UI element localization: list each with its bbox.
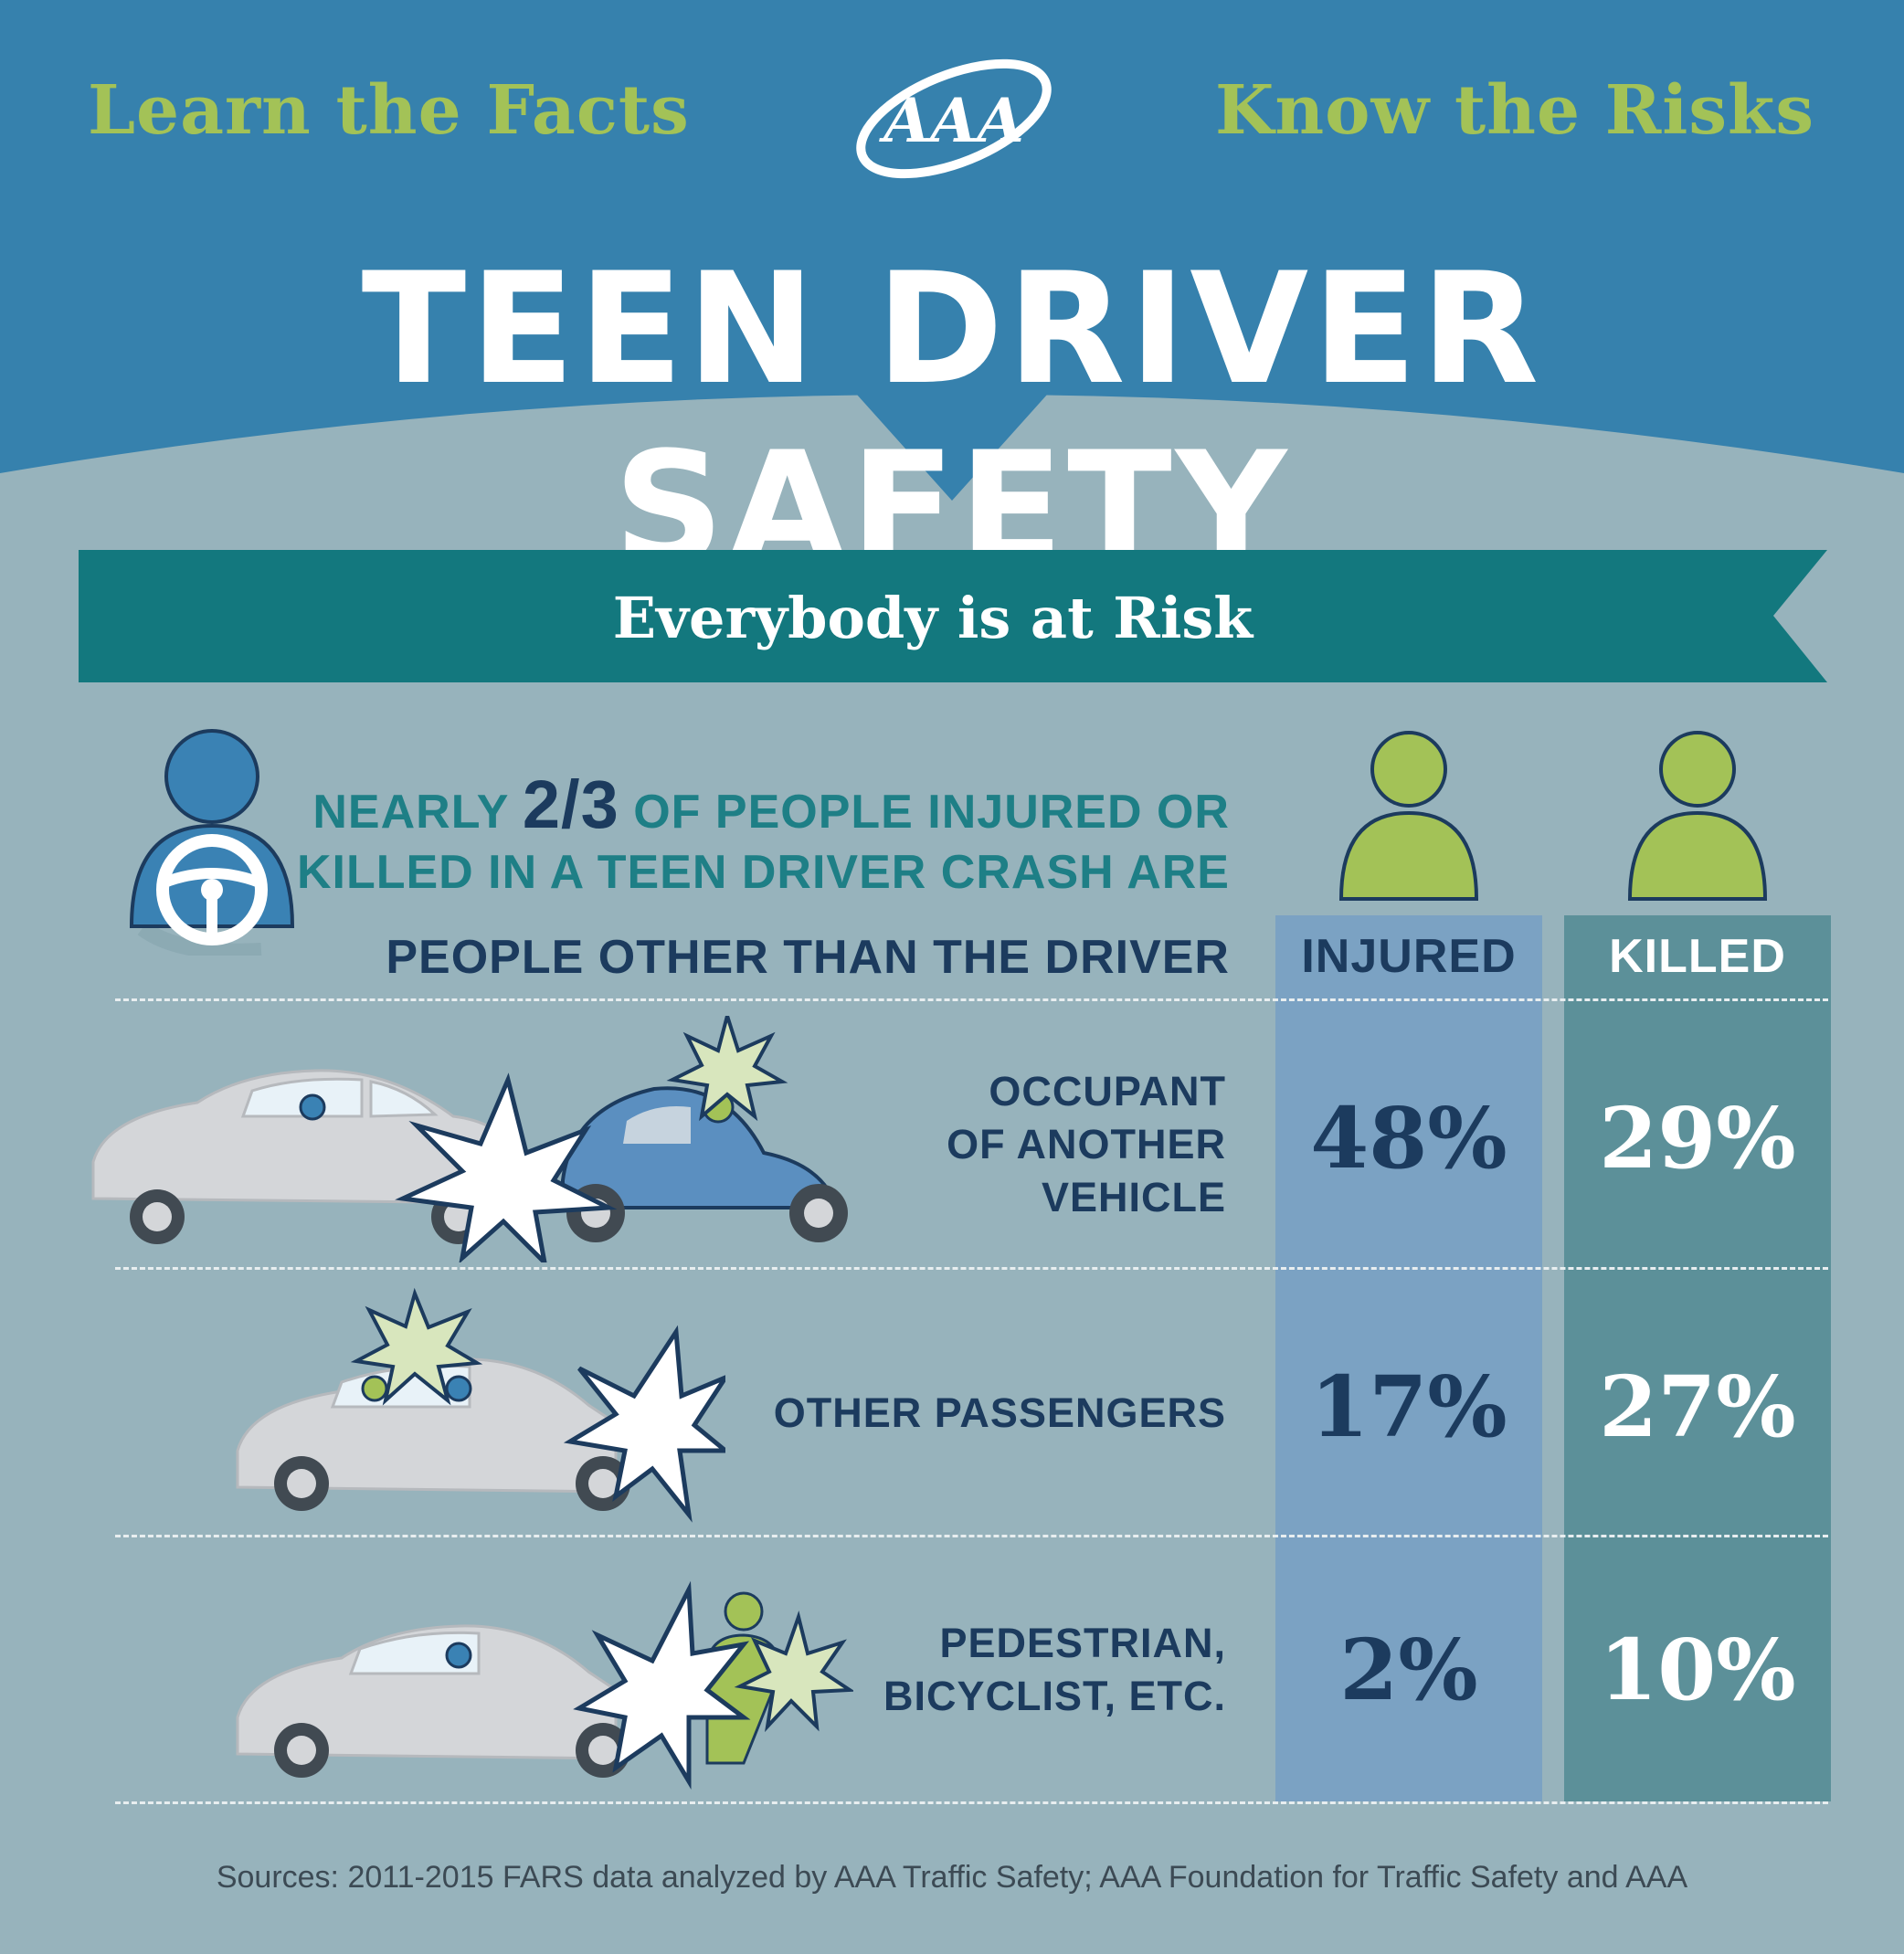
row-label-passengers: OTHER PASSENGERS bbox=[773, 1389, 1226, 1436]
injured-value: 48% bbox=[1310, 1089, 1507, 1188]
statement-line-1: NEARLY 2/3 OF PEOPLE INJURED OR bbox=[312, 766, 1230, 842]
impact-burst-icon bbox=[666, 1016, 788, 1122]
driver-icon bbox=[129, 729, 295, 956]
row-divider bbox=[115, 1535, 1828, 1537]
killed-value: 27% bbox=[1599, 1357, 1796, 1456]
row-divider bbox=[115, 998, 1828, 1001]
column-header-killed: KILLED bbox=[1609, 930, 1786, 983]
injured-value: 2% bbox=[1339, 1621, 1478, 1719]
injured-column bbox=[1275, 915, 1542, 1801]
impact-burst-icon bbox=[573, 1580, 751, 1790]
impact-burst-icon bbox=[734, 1611, 853, 1733]
statement-fraction: 2/3 bbox=[522, 766, 619, 842]
logo-text: AAA bbox=[878, 85, 1024, 156]
killed-value: 10% bbox=[1599, 1621, 1796, 1719]
car-crash-illustration bbox=[236, 1287, 725, 1523]
statement-line-3: PEOPLE OTHER THAN THE DRIVER bbox=[386, 931, 1230, 984]
tagline-right: Know the Risks bbox=[1215, 71, 1814, 150]
column-header-injured: INJURED bbox=[1301, 930, 1517, 983]
car-crash-illustration bbox=[91, 1016, 848, 1262]
impact-burst-icon bbox=[563, 1325, 725, 1523]
row-label-pedestrian: PEDESTRIAN, BICYCLIST, ETC. bbox=[883, 1620, 1226, 1719]
sources-note: Sources: 2011-2015 FARS data analyzed by… bbox=[216, 1860, 1688, 1895]
row-divider bbox=[115, 1801, 1828, 1804]
killed-value: 29% bbox=[1599, 1089, 1796, 1188]
page-title: TEEN DRIVER SAFETY bbox=[361, 239, 1543, 597]
section-banner bbox=[79, 550, 1827, 682]
aaa-logo: AAA bbox=[856, 58, 1052, 179]
person-icon bbox=[1627, 731, 1768, 901]
statement-line-2: KILLED IN A TEEN DRIVER CRASH ARE bbox=[296, 846, 1230, 899]
tagline-left: Learn the Facts bbox=[88, 71, 690, 150]
killed-column bbox=[1564, 915, 1831, 1801]
header-background bbox=[0, 0, 1904, 501]
person-icon bbox=[1338, 731, 1479, 901]
row-divider bbox=[115, 1267, 1828, 1270]
banner-title: Everybody is at Risk bbox=[612, 585, 1253, 651]
car-crash-illustration bbox=[236, 1580, 853, 1790]
impact-burst-icon bbox=[395, 1072, 618, 1262]
impact-burst-icon bbox=[350, 1287, 483, 1406]
row-label-occupant: OCCUPANT OF ANOTHER VEHICLE bbox=[947, 1068, 1226, 1220]
injured-value: 17% bbox=[1310, 1357, 1507, 1456]
steering-wheel-icon bbox=[156, 834, 268, 945]
